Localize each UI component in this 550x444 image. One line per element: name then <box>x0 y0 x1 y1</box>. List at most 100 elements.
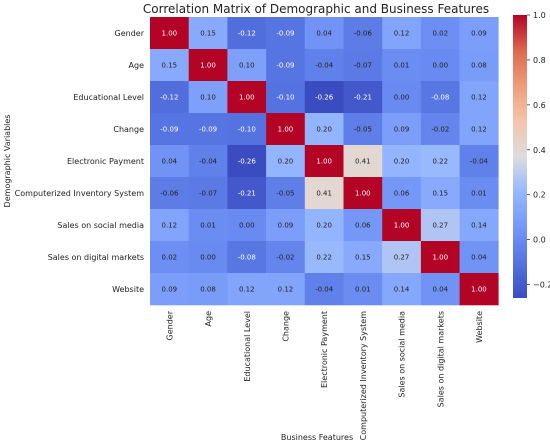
heatmap-cell <box>188 241 228 274</box>
cell-value-label: -0.04 <box>470 158 489 166</box>
heatmap-cell <box>343 113 383 146</box>
cell-value-label: 0.00 <box>394 94 410 102</box>
heatmap-cell <box>227 145 267 178</box>
heatmap-cell <box>188 17 228 50</box>
cell-value-label: 0.15 <box>432 190 448 198</box>
cell-value-label: 0.27 <box>394 254 410 262</box>
heatmap-cell <box>150 145 189 178</box>
heatmap-cell <box>343 273 383 306</box>
cell-value-label: 0.15 <box>355 254 371 262</box>
heatmap-cell <box>188 81 228 114</box>
row-tick-label: Sales on digital markets <box>48 253 144 262</box>
heatmap-cell <box>266 273 306 306</box>
heatmap-cells: 1.00 0.15 -0.12 -0.09 0.04 -0.06 0.12 0.02 0.09 0… <box>150 17 499 306</box>
row-tick-label: Age <box>129 61 145 70</box>
heatmap-cell <box>266 145 306 178</box>
heatmap-cell <box>304 113 344 146</box>
cell-value-label: -0.10 <box>276 94 294 102</box>
row-tick-labels: Gender Age Educational Level Change Electron… <box>15 29 145 294</box>
cell-value-label: 0.12 <box>162 222 178 230</box>
cell-value-label: 0.20 <box>316 222 332 230</box>
cell-value-label: 1.00 <box>316 158 332 166</box>
heatmap-cell <box>459 209 499 242</box>
row-tick-label: Electronic Payment <box>67 157 144 166</box>
colorbar-tick-label: 0.4 <box>533 146 546 155</box>
colorbar-tick-label: 0.6 <box>533 101 546 110</box>
heatmap-cell <box>343 17 383 50</box>
cell-value-label: -0.04 <box>199 158 218 166</box>
heatmap-cell <box>420 145 460 178</box>
cell-value-label: -0.21 <box>354 94 372 102</box>
cell-value-label: -0.09 <box>160 126 178 134</box>
column-tick-label: Age <box>204 311 213 327</box>
heatmap-cell <box>227 209 267 242</box>
heatmap-cell <box>150 113 189 146</box>
heatmap-cell <box>227 241 267 274</box>
y-axis-label: Demographic Variables <box>3 115 12 208</box>
column-tick-label: Sales on social media <box>398 311 407 398</box>
cell-value-label: 0.12 <box>394 30 410 38</box>
cell-value-label: 0.09 <box>278 222 294 230</box>
heatmap-cell <box>150 209 189 242</box>
heatmap-cell <box>382 273 422 306</box>
cell-value-label: -0.02 <box>276 254 294 262</box>
heatmap-cell <box>188 177 228 210</box>
heatmap-cell <box>227 273 267 306</box>
heatmap-cell <box>382 241 422 274</box>
heatmap-cell <box>382 81 422 114</box>
cell-value-label: -0.04 <box>315 286 334 294</box>
cell-value-label: 1.00 <box>278 126 294 134</box>
cell-value-label: 0.02 <box>162 254 178 262</box>
cell-value-label: -0.26 <box>315 94 334 102</box>
row-tick-label: Computerized Inventory System <box>15 189 145 198</box>
column-tick-label: Electronic Payment <box>320 311 329 388</box>
heatmap-cell <box>188 49 228 82</box>
heatmap-cell <box>459 17 499 50</box>
cell-value-label: 0.01 <box>394 62 410 70</box>
cell-value-label: 0.10 <box>200 94 216 102</box>
cell-value-label: -0.04 <box>315 62 334 70</box>
heatmap-cell <box>420 241 460 274</box>
cell-value-label: 0.08 <box>471 62 487 70</box>
heatmap-cell <box>459 273 499 306</box>
heatmap-cell <box>382 209 422 242</box>
heatmap-cell <box>150 81 189 114</box>
column-tick-label: Sales on digital markets <box>436 311 445 407</box>
cell-value-label: -0.12 <box>238 30 256 38</box>
cell-value-label: 0.09 <box>162 286 178 294</box>
heatmap-cell <box>150 177 189 210</box>
heatmap-cell <box>227 49 267 82</box>
heatmap-cell <box>304 209 344 242</box>
row-tick-label: Educational Level <box>73 93 144 102</box>
heatmap-cell <box>459 241 499 274</box>
cell-value-label: -0.07 <box>199 190 217 198</box>
cell-value-label: 1.00 <box>471 286 487 294</box>
colorbar-tick-label: 1.0 <box>533 11 546 20</box>
cell-value-label: 1.00 <box>200 62 216 70</box>
heatmap-cell <box>304 81 344 114</box>
row-tick-label: Change <box>113 125 144 134</box>
heatmap-cell <box>266 241 306 274</box>
heatmap-cell <box>188 145 228 178</box>
cell-value-label: 0.08 <box>200 286 216 294</box>
cell-value-label: 1.00 <box>355 190 371 198</box>
heatmap-cell <box>227 81 267 114</box>
cell-value-label: 0.20 <box>316 126 332 134</box>
heatmap-cell <box>266 113 306 146</box>
heatmap-cell <box>227 113 267 146</box>
cell-value-label: 0.04 <box>432 286 448 294</box>
cell-value-label: 0.01 <box>355 286 371 294</box>
column-tick-labels: Gender Age Educational Level Change Electron… <box>165 310 484 440</box>
cell-value-label: 1.00 <box>394 222 410 230</box>
heatmap-cell <box>266 17 306 50</box>
heatmap-cell <box>343 241 383 274</box>
heatmap-cell <box>150 49 189 82</box>
cell-value-label: 0.15 <box>200 30 216 38</box>
heatmap-cell <box>304 177 344 210</box>
cell-value-label: 0.10 <box>239 62 255 70</box>
cell-value-label: 0.06 <box>394 190 410 198</box>
cell-value-label: 0.20 <box>278 158 294 166</box>
heatmap-cell <box>304 49 344 82</box>
heatmap-cell <box>459 145 499 178</box>
